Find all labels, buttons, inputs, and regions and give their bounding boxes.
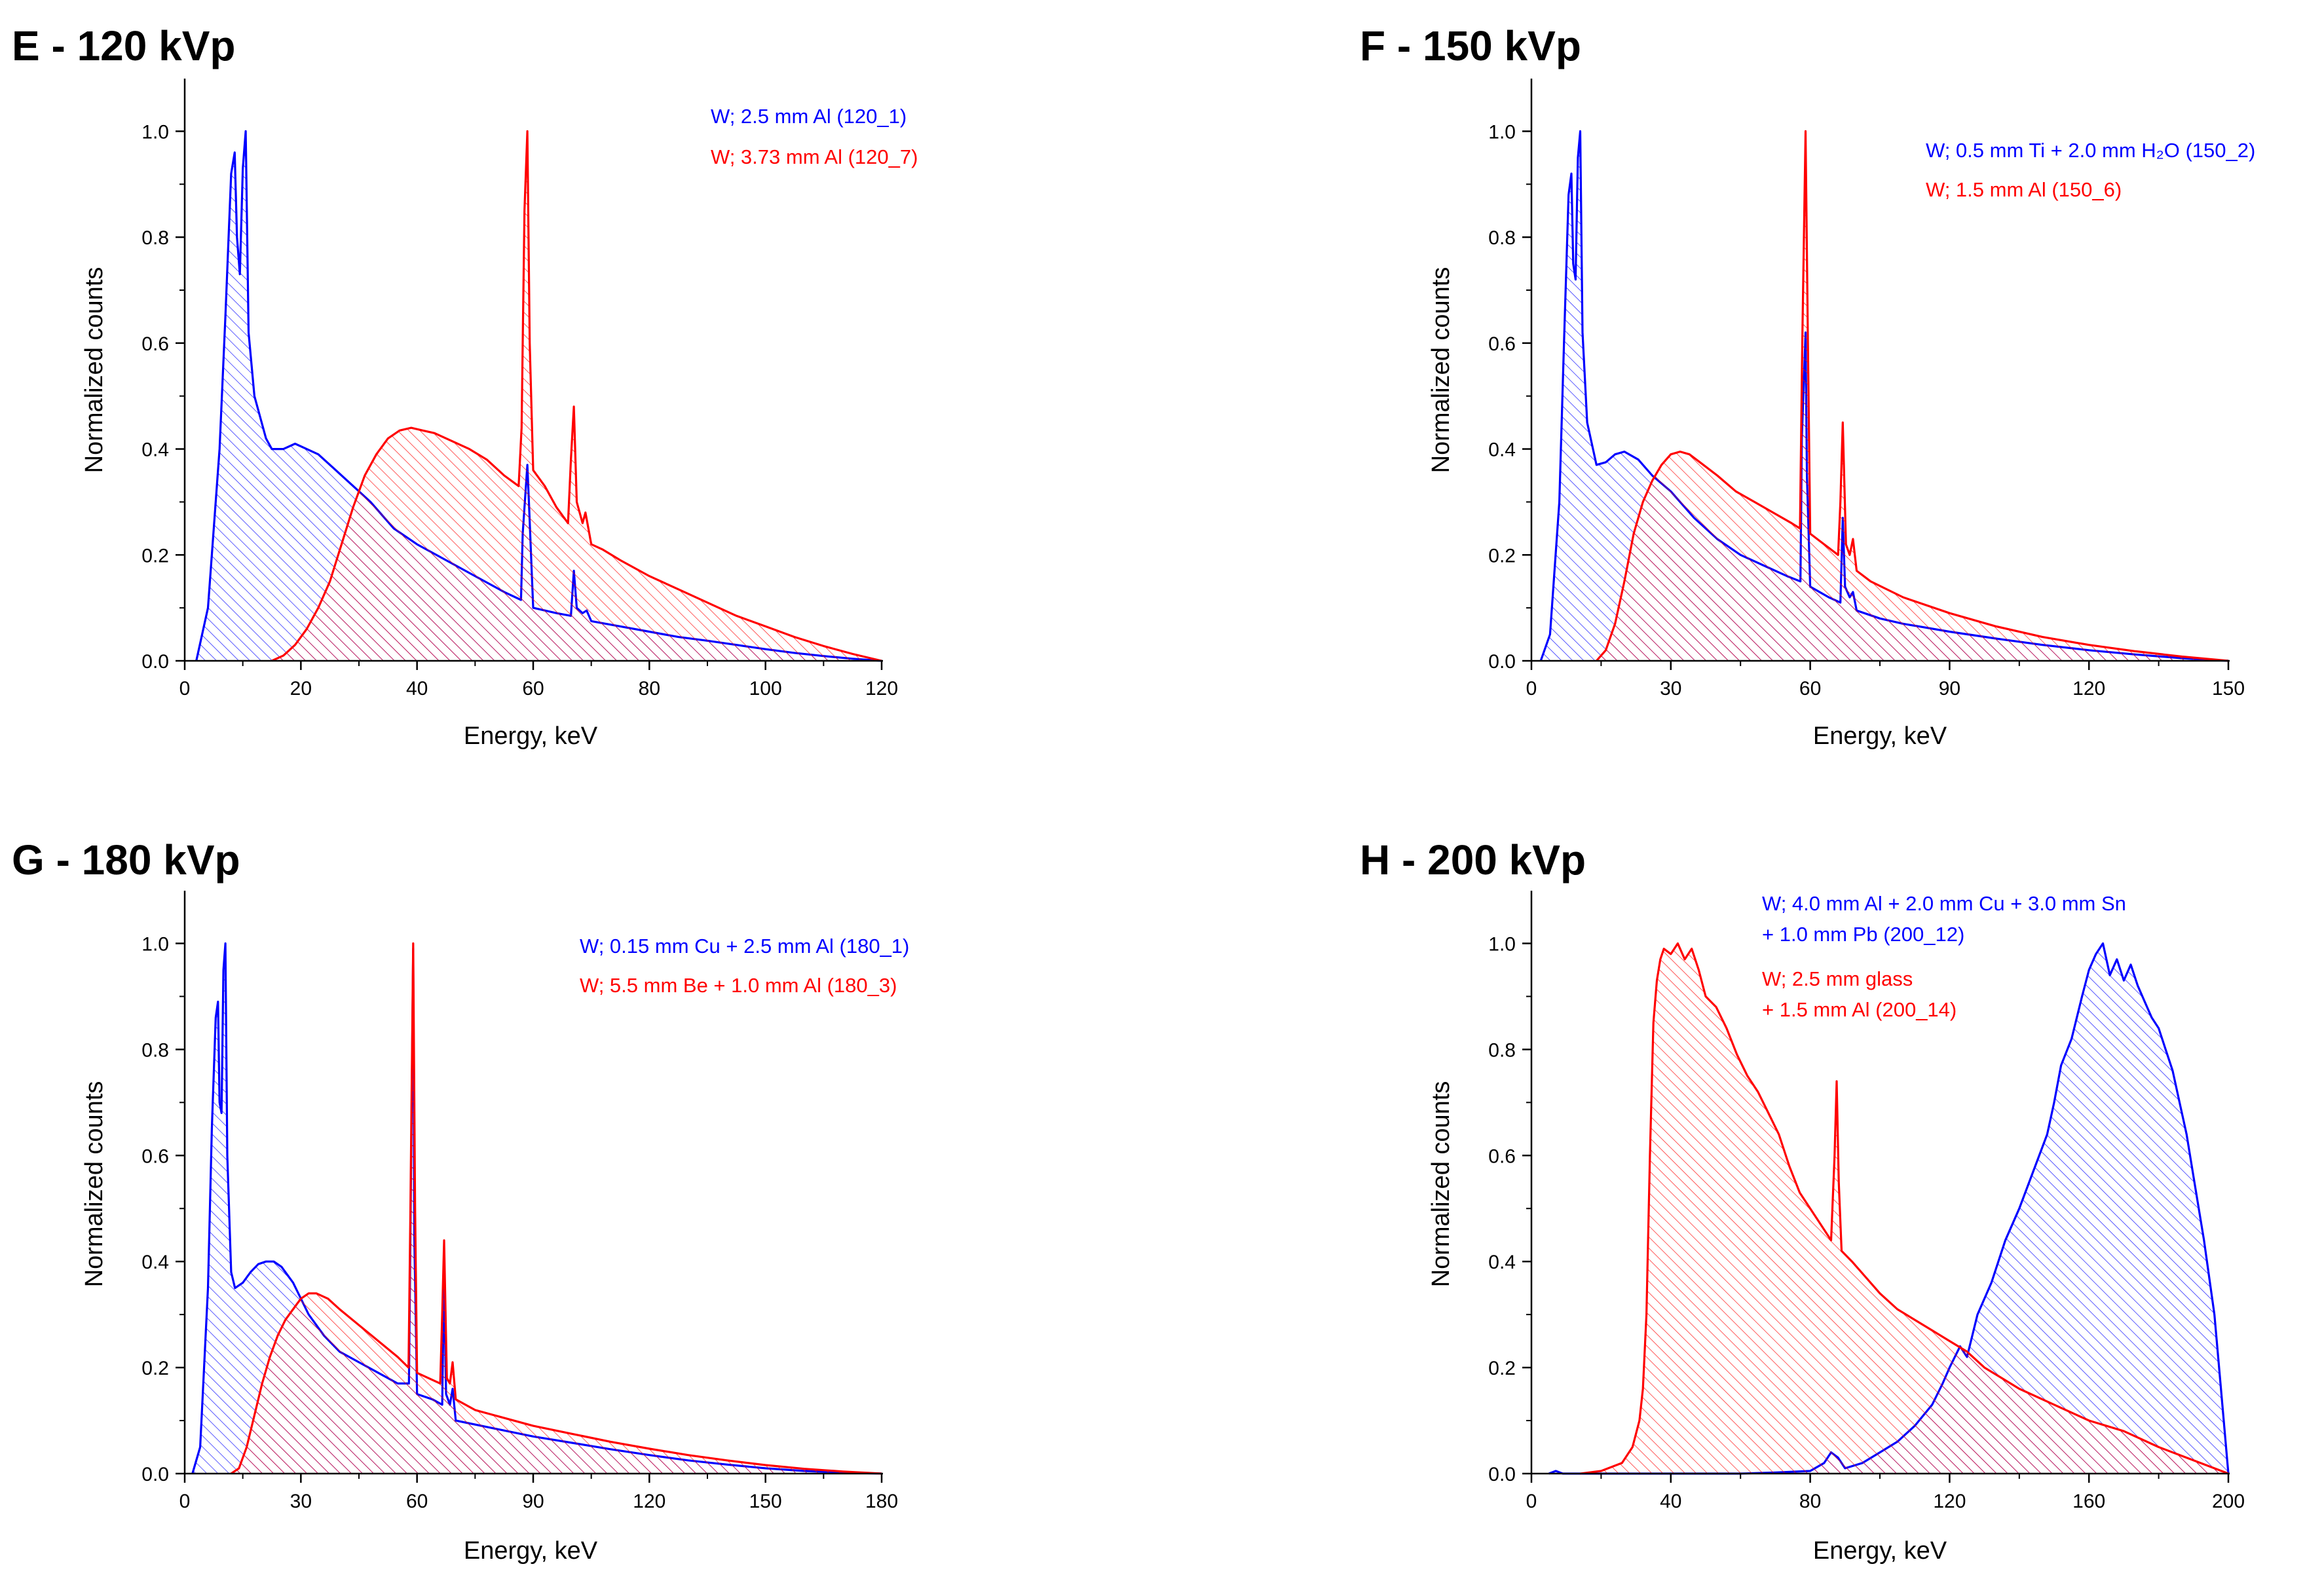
series-0-area bbox=[1548, 943, 2228, 1474]
x-tick-label: 120 bbox=[865, 678, 898, 699]
series-0-area bbox=[1541, 131, 2228, 661]
y-axis-label: Normalized counts bbox=[1427, 1081, 1455, 1288]
legend: W; 0.15 mm Cu + 2.5 mm Al (180_1) W; 5.5… bbox=[580, 935, 909, 997]
x-tick-label: 80 bbox=[1799, 1491, 1821, 1512]
y-tick-label: 0.8 bbox=[1488, 1039, 1516, 1061]
y-tick-label: 0.6 bbox=[1488, 333, 1516, 355]
y-tick-label: 0.2 bbox=[141, 1358, 169, 1379]
x-tick-label: 30 bbox=[1660, 678, 1681, 699]
y-tick-label: 0.0 bbox=[141, 1464, 169, 1485]
panel-title: F - 150 kVp bbox=[1360, 22, 1581, 69]
plot-area: 0 30 60 90 120 150 0.0 0.2 0.4 0.6 0.8 1.0 bbox=[1488, 79, 2245, 699]
y-tick-label: 0.4 bbox=[141, 439, 169, 461]
x-tick-label: 20 bbox=[290, 678, 312, 699]
legend: W; 2.5 mm Al (120_1) W; 3.73 mm Al (120_… bbox=[711, 105, 918, 168]
x-tick-label: 60 bbox=[522, 678, 544, 699]
x-tick-label: 90 bbox=[1939, 678, 1960, 699]
y-tick-label: 0.6 bbox=[141, 333, 169, 355]
x-tick-label: 150 bbox=[2212, 678, 2245, 699]
x-tick-label: 180 bbox=[865, 1491, 898, 1512]
y-tick-label: 0.0 bbox=[141, 651, 169, 673]
y-tick-label: 0.2 bbox=[141, 545, 169, 567]
panel-E: E - 120 kVp 0 20 40 60 80 100 1200.00.20.40.60… bbox=[12, 22, 918, 750]
y-tick-label: 0.2 bbox=[1488, 545, 1516, 567]
y-tick-label: 1.0 bbox=[1488, 121, 1516, 143]
x-tick-label: 120 bbox=[633, 1491, 665, 1512]
x-tick-label: 0 bbox=[1526, 678, 1537, 699]
x-tick-label: 0 bbox=[1526, 1491, 1537, 1512]
series-1-line bbox=[1596, 130, 2229, 662]
panel-F: F - 150 kVp 0 30 60 90 120 150 0.0 0.2 0.4 0.6 0.8… bbox=[1360, 22, 2255, 750]
y-tick-label: 0.8 bbox=[141, 227, 169, 249]
y-axis-label: Normalized counts bbox=[1427, 267, 1455, 474]
x-tick-label: 120 bbox=[1933, 1491, 1966, 1512]
y-axis-label: Normalized counts bbox=[81, 1081, 108, 1288]
y-tick-label: 0.0 bbox=[1488, 1464, 1516, 1485]
panel-G: G - 180 kVp 0 30 60 90 120 150 180 0.0 0.2 0.4 0.6… bbox=[12, 836, 909, 1565]
panel-title: E - 120 kVp bbox=[12, 22, 236, 69]
y-tick-label: 0.8 bbox=[141, 1039, 169, 1061]
y-tick-label: 0.0 bbox=[1488, 651, 1516, 673]
y-tick-label: 0.4 bbox=[141, 1252, 169, 1273]
x-tick-label: 60 bbox=[1799, 678, 1821, 699]
x-tick-label: 40 bbox=[406, 678, 428, 699]
series-1-line bbox=[230, 942, 882, 1475]
x-tick-label: 100 bbox=[749, 678, 782, 699]
y-tick-label: 0.6 bbox=[1488, 1145, 1516, 1167]
series-1-line bbox=[1580, 942, 2229, 1475]
x-axis-label: Energy, keV bbox=[1813, 722, 1947, 750]
series-1-area bbox=[231, 943, 882, 1474]
series-1-area bbox=[1580, 943, 2228, 1474]
x-axis-label: Energy, keV bbox=[1813, 1537, 1947, 1565]
x-tick-label: 40 bbox=[1660, 1491, 1681, 1512]
series-1-area bbox=[1596, 131, 2228, 661]
legend: W; 0.5 mm Ti + 2.0 mm H₂O (150_2) W; 1.5… bbox=[1926, 139, 2255, 201]
legend-entry-blue: W; 2.5 mm Al (120_1) bbox=[711, 105, 907, 128]
y-tick-label: 1.0 bbox=[141, 933, 169, 955]
y-tick-label: 0.8 bbox=[1488, 227, 1516, 249]
legend-entry-blue: W; 0.5 mm Ti + 2.0 mm H₂O (150_2) bbox=[1926, 139, 2255, 162]
legend-entry-red-line1: W; 2.5 mm glass bbox=[1762, 967, 1913, 990]
legend-entry-red: W; 1.5 mm Al (150_6) bbox=[1926, 178, 2122, 201]
legend: W; 4.0 mm Al + 2.0 mm Cu + 3.0 mm Sn + 1… bbox=[1762, 892, 2126, 1021]
panel-H: H - 200 kVp 0 40 80 120 160 200 0.0 0.2 0.4 0.6 0.… bbox=[1360, 836, 2245, 1565]
y-axis-label: Normalized counts bbox=[81, 267, 108, 474]
legend-entry-red: W; 3.73 mm Al (120_7) bbox=[711, 145, 918, 168]
y-tick-label: 0.6 bbox=[141, 1145, 169, 1167]
y-tick-label: 1.0 bbox=[1488, 933, 1516, 955]
x-tick-label: 0 bbox=[179, 1491, 191, 1512]
x-tick-label: 80 bbox=[639, 678, 660, 699]
x-tick-label: 200 bbox=[2212, 1491, 2245, 1512]
legend-entry-red-line2: + 1.5 mm Al (200_14) bbox=[1762, 998, 1957, 1021]
plot-area: 0 20 40 60 80 100 120 0.0 0.2 0.4 0.6 0.8 1.0 bbox=[141, 79, 898, 699]
y-tick-label: 0.4 bbox=[1488, 1252, 1516, 1273]
legend-entry-red: W; 5.5 mm Be + 1.0 mm Al (180_3) bbox=[580, 974, 897, 997]
x-tick-label: 120 bbox=[2072, 678, 2105, 699]
x-tick-label: 0 bbox=[179, 678, 191, 699]
plot-area: 0 30 60 90 120 150 180 0.0 0.2 0.4 0.6 0.8 1.0 bbox=[141, 891, 898, 1512]
plot-area: 0 40 80 120 160 200 0.0 0.2 0.4 0.6 0.8 1.0 bbox=[1488, 891, 2245, 1512]
series-1-area bbox=[272, 131, 882, 661]
legend-entry-blue-line2: + 1.0 mm Pb (200_12) bbox=[1762, 923, 1964, 946]
panel-title: G - 180 kVp bbox=[12, 836, 240, 884]
x-tick-label: 60 bbox=[406, 1491, 428, 1512]
x-tick-label: 90 bbox=[522, 1491, 544, 1512]
y-tick-label: 0.4 bbox=[1488, 439, 1516, 461]
legend-entry-blue-line1: W; 4.0 mm Al + 2.0 mm Cu + 3.0 mm Sn bbox=[1762, 892, 2126, 915]
x-tick-label: 160 bbox=[2072, 1491, 2105, 1512]
x-tick-label: 150 bbox=[749, 1491, 782, 1512]
series-1-line bbox=[271, 130, 882, 662]
x-axis-label: Energy, keV bbox=[464, 1537, 598, 1565]
y-tick-label: 0.2 bbox=[1488, 1358, 1516, 1379]
x-tick-label: 30 bbox=[290, 1491, 312, 1512]
legend-entry-blue: W; 0.15 mm Cu + 2.5 mm Al (180_1) bbox=[580, 935, 909, 958]
x-axis-label: Energy, keV bbox=[464, 722, 598, 750]
panel-title: H - 200 kVp bbox=[1360, 836, 1586, 884]
y-tick-label: 1.0 bbox=[141, 121, 169, 143]
